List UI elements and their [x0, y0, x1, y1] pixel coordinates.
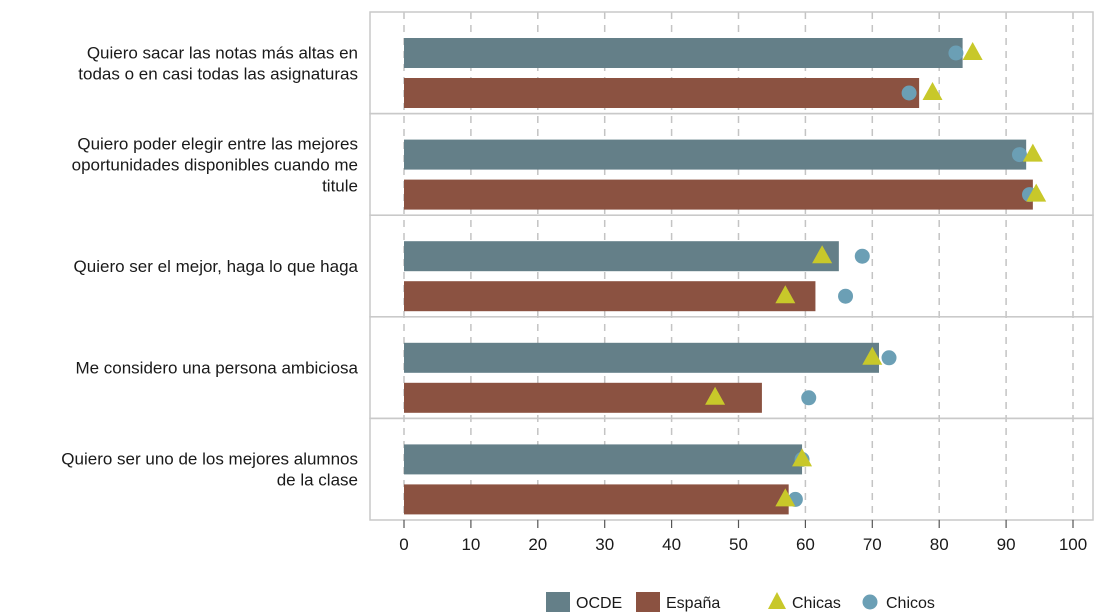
category-label: Quiero sacar las notas más altas en todas… [78, 43, 358, 83]
marker-chicos [881, 350, 897, 366]
legend-label: OCDE [576, 595, 622, 612]
category-label-line: Quiero ser el mejor, haga lo que haga [74, 257, 359, 276]
x-tick-label: 60 [796, 535, 815, 554]
category-label-line: Quiero ser uno de los mejores alumnos [61, 450, 358, 469]
x-tick-label: 20 [528, 535, 547, 554]
bar-espana [404, 281, 816, 312]
legend-label: Chicas [792, 595, 841, 612]
marker-chicas [775, 285, 796, 304]
marker-chicos [901, 85, 917, 101]
marker-chicas [705, 386, 726, 405]
x-tick-label: 50 [729, 535, 748, 554]
marker-layer [705, 42, 1047, 507]
marker-chicos [801, 390, 817, 406]
panel-frame [369, 417, 1094, 521]
category-label-line: oportunidades disponibles cuando me [72, 155, 358, 174]
marker-chicos [838, 288, 854, 304]
marker-chicos [1011, 147, 1027, 163]
category-label-line: de la clase [277, 471, 358, 490]
marker-chicos [948, 45, 964, 61]
x-tick-label: 10 [461, 535, 480, 554]
x-tick-label: 80 [930, 535, 949, 554]
x-tick-label: 0 [399, 535, 408, 554]
bar-ocde [404, 342, 879, 373]
category-label-line: Quiero poder elegir entre las mejores [77, 134, 358, 153]
category-labels: Quiero sacar las notas más altas en todas… [61, 43, 358, 489]
x-tick-label: 90 [997, 535, 1016, 554]
x-tick-label: 70 [863, 535, 882, 554]
legend-swatch-chicas [768, 592, 786, 609]
bar-espana [404, 382, 762, 413]
x-tick-label: 100 [1059, 535, 1087, 554]
category-label: Quiero poder elegir entre las mejores opo… [72, 134, 358, 195]
legend: OCDE España Chicas Chicos [546, 592, 935, 612]
bar-layer [404, 38, 1033, 515]
legend-label: Chicos [886, 595, 935, 612]
marker-chicas [1022, 143, 1043, 162]
legend-label: España [666, 595, 720, 612]
category-label: Quiero ser el mejor, haga lo que haga [74, 257, 359, 276]
bar-ocde [404, 139, 1027, 170]
bar-espana [404, 484, 789, 515]
legend-swatch-ocde [546, 592, 570, 612]
category-label: Me considero una persona ambiciosa [75, 359, 358, 378]
panel-layer [369, 11, 1094, 521]
category-label-line: Quiero sacar las notas más altas en [87, 43, 358, 62]
marker-chicas [775, 488, 796, 507]
legend-swatch-chicos [862, 594, 878, 610]
bar-espana [404, 179, 1033, 210]
marker-chicas [922, 82, 943, 100]
marker-chicas [962, 42, 983, 60]
bar-ocde [404, 444, 803, 475]
x-tick-label: 30 [595, 535, 614, 554]
bar-ocde [404, 38, 963, 68]
marker-chicas [812, 245, 833, 264]
category-label: Quiero ser uno de los mejores alumnos de … [61, 450, 358, 490]
category-label-line: titule [322, 176, 358, 195]
marker-chicas [792, 448, 813, 467]
marker-chicas [862, 346, 883, 365]
x-axis: 0 10 20 30 40 50 60 70 80 90 100 [399, 520, 1087, 554]
x-tick-label: 40 [662, 535, 681, 554]
bar-ocde [404, 241, 839, 272]
marker-chicos [854, 248, 870, 264]
bar-espana [404, 78, 920, 108]
category-label-line: Me considero una persona ambiciosa [75, 359, 358, 378]
legend-swatch-espana [636, 592, 660, 612]
marker-chicas [1026, 183, 1047, 202]
category-label-line: todas o en casi todas las asignaturas [78, 64, 358, 83]
